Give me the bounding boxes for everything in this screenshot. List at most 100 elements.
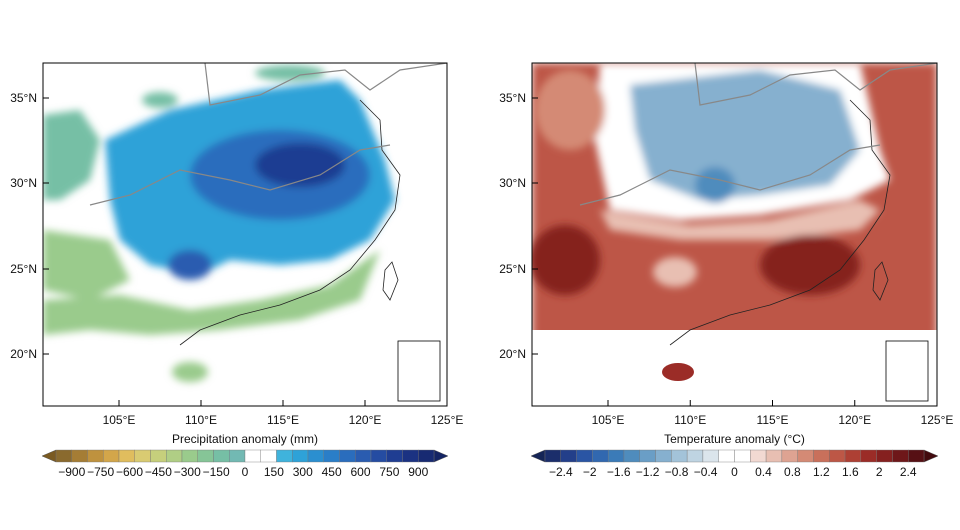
colorbar-label: −0.8: [665, 465, 689, 479]
colorbar-label: 0.8: [784, 465, 801, 479]
colorbar-label: −2.4: [549, 465, 573, 479]
colorbar-swatch: [181, 449, 198, 463]
colorbar-swatch: [544, 449, 561, 463]
lat-tick-label: 35°N: [499, 91, 526, 105]
colorbar-label: −900: [58, 465, 85, 479]
temp-colorbar: Temperature anomaly (°C) −2.4 −2 −1.6 −1.2 −0…: [530, 432, 939, 479]
precip-axis-ticks: 35°N 30°N 25°N 20°N 105°E 110°E 115°E 120°E 125°…: [10, 91, 463, 427]
colorbar-swatch: [355, 449, 372, 463]
colorbar-swatch: [560, 449, 577, 463]
colorbar-title: Temperature anomaly (°C): [664, 432, 805, 446]
lat-tick-label: 30°N: [499, 176, 526, 190]
colorbar-swatch: [418, 449, 435, 463]
colorbar-swatch: [339, 449, 356, 463]
colorbar-label: 0: [242, 465, 249, 479]
temp-hainan-island: [662, 363, 694, 381]
colorbar-swatch: [592, 449, 609, 463]
colorbar-label: 2.4: [900, 465, 917, 479]
colorbar-label: 600: [350, 465, 370, 479]
colorbar-swatch: [702, 449, 719, 463]
precip-dry-south-region: [43, 250, 380, 335]
colorbar-label: −1.2: [636, 465, 660, 479]
colorbar-label: −300: [174, 465, 201, 479]
colorbar-swatch: [908, 449, 925, 463]
colorbar-swatch: [402, 449, 419, 463]
temp-cool-core: [695, 167, 735, 203]
colorbar-swatch: [734, 449, 751, 463]
colorbar-swatch: [876, 449, 893, 463]
colorbar-swatch: [623, 449, 640, 463]
temp-nodata-south: [532, 330, 937, 406]
colorbar-label: 750: [379, 465, 399, 479]
colorbar-label: 2: [876, 465, 883, 479]
precip-north-patch: [142, 92, 178, 108]
coastline: [179, 99, 401, 346]
lat-tick-label: 20°N: [499, 347, 526, 361]
lon-tick-label: 120°E: [838, 413, 871, 427]
colorbar-swatch: [213, 449, 230, 463]
precipitation-map: [43, 63, 447, 382]
province-border: [579, 144, 881, 206]
temp-cool-spot-south: [653, 257, 697, 287]
colorbar-label: −600: [116, 465, 143, 479]
colorbar-swatch: [671, 449, 688, 463]
colorbar-swatch: [134, 449, 151, 463]
lon-tick-label: 120°E: [349, 413, 382, 427]
colorbar-over-triangle: [433, 449, 449, 463]
temp-map-frame: [531, 62, 938, 407]
colorbar-swatch: [229, 449, 246, 463]
colorbar-swatch: [260, 449, 277, 463]
precip-light-southwest: [43, 230, 130, 300]
temp-west-warm: [535, 70, 605, 150]
colorbar-swatch: [307, 449, 324, 463]
colorbar-label: 450: [322, 465, 342, 479]
colorbar-swatch: [244, 449, 261, 463]
colorbar-swatch: [71, 449, 88, 463]
lon-tick-label: 115°E: [757, 413, 789, 427]
colorbar-swatch: [197, 449, 214, 463]
lat-tick-label: 20°N: [10, 347, 37, 361]
colorbar-label: −750: [87, 465, 114, 479]
colorbar-swatch: [813, 449, 830, 463]
colorbar-swatch: [292, 449, 309, 463]
taiwan-outline: [872, 261, 889, 301]
colorbar-label: −0.4: [694, 465, 718, 479]
colorbar-swatch: [386, 449, 403, 463]
colorbar-label: −150: [203, 465, 230, 479]
colorbar-label: 1.6: [842, 465, 859, 479]
colorbar-label: 1.2: [813, 465, 830, 479]
colorbar-label: 900: [408, 465, 428, 479]
country-border: [694, 63, 937, 106]
colorbar-label: 300: [293, 465, 313, 479]
temp-cool-region: [630, 70, 860, 200]
colorbar-label: 150: [264, 465, 284, 479]
colorbar-label: −450: [145, 465, 172, 479]
precip-northeast-patch: [255, 65, 325, 81]
colorbar-swatch: [55, 449, 72, 463]
precip-colorbar: Precipitation anomaly (mm) −900 −750 −600 −4…: [41, 432, 449, 479]
province-border: [89, 144, 391, 206]
colorbar-swatch: [860, 449, 877, 463]
colorbar-swatch: [166, 449, 183, 463]
precip-wet-south-blob: [168, 250, 212, 280]
lon-tick-label: 110°E: [185, 413, 217, 427]
lat-tick-label: 25°N: [499, 262, 526, 276]
colorbar-over-triangle: [923, 449, 939, 463]
colorbar-swatch: [103, 449, 120, 463]
colorbar-label: 0: [731, 465, 738, 479]
colorbar-label: −1.6: [607, 465, 631, 479]
south-china-sea-inset: [397, 340, 441, 402]
colorbar-swatch: [276, 449, 293, 463]
lon-tick-label: 125°E: [431, 413, 464, 427]
lat-tick-label: 35°N: [10, 91, 37, 105]
colorbar-swatch: [892, 449, 909, 463]
taiwan-outline: [382, 261, 399, 301]
lat-tick-label: 30°N: [10, 176, 37, 190]
colorbar-swatch: [829, 449, 846, 463]
colorbar-swatch: [323, 449, 340, 463]
colorbar-swatch: [655, 449, 672, 463]
precip-wet-core-deep: [255, 143, 345, 187]
colorbar-swatch: [370, 449, 387, 463]
lon-tick-label: 105°E: [592, 413, 625, 427]
lon-tick-label: 125°E: [921, 413, 954, 427]
